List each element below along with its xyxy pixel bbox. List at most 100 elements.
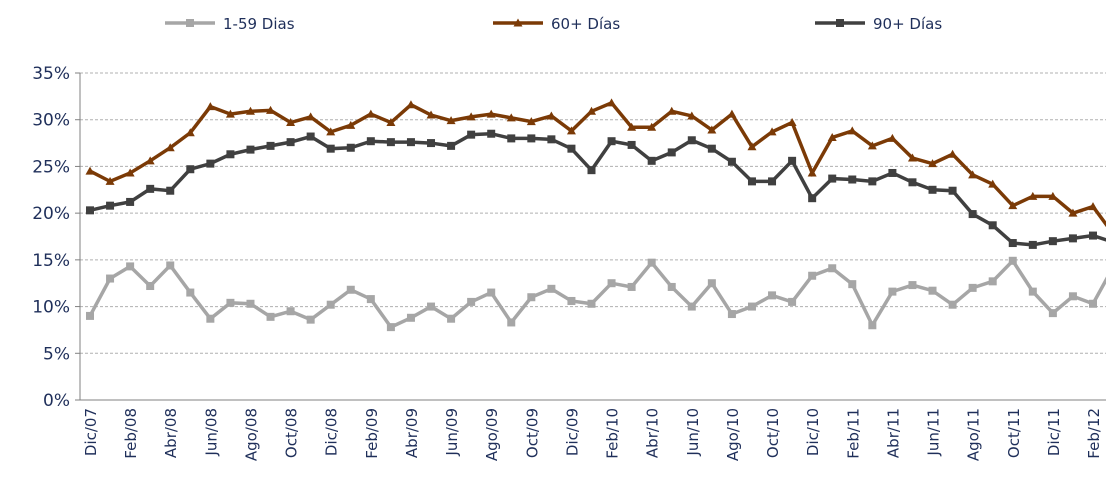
point <box>648 259 656 267</box>
point <box>768 291 776 299</box>
point <box>748 303 756 311</box>
point <box>728 310 736 318</box>
point <box>828 175 836 183</box>
point <box>1069 292 1077 300</box>
point <box>848 280 856 288</box>
point <box>206 160 214 168</box>
point <box>186 289 194 297</box>
point <box>106 275 114 283</box>
point <box>969 284 977 292</box>
point <box>487 130 495 138</box>
series <box>86 130 1106 249</box>
x-tick-label: Ago/10 <box>724 408 742 461</box>
y-tick-label: 10% <box>32 298 70 318</box>
y-tick-label: 20% <box>32 204 70 224</box>
point <box>327 301 335 309</box>
point <box>347 144 355 152</box>
y-tick-label: 0% <box>43 391 70 411</box>
point <box>868 321 876 329</box>
point <box>969 210 977 218</box>
point <box>206 315 214 323</box>
point <box>708 145 716 153</box>
point <box>467 298 475 306</box>
point <box>527 134 535 142</box>
point <box>367 137 375 145</box>
point <box>86 167 95 175</box>
point <box>527 293 535 301</box>
x-tick-label: Abr/09 <box>403 408 421 458</box>
point <box>307 133 315 141</box>
point <box>246 300 254 308</box>
point <box>668 148 676 156</box>
point <box>1009 239 1017 247</box>
x-tick-label: Abr/10 <box>644 408 662 458</box>
point <box>407 314 415 322</box>
point <box>567 297 575 305</box>
point <box>186 165 194 173</box>
point <box>588 300 596 308</box>
point <box>547 135 555 143</box>
x-tick-label: Jun/08 <box>202 408 220 457</box>
line <box>90 261 1106 327</box>
point <box>106 202 114 210</box>
line <box>90 103 1106 234</box>
point <box>166 261 174 269</box>
point <box>287 138 295 146</box>
point <box>347 286 355 294</box>
point <box>929 186 937 194</box>
x-tick-label: Dic/09 <box>563 408 581 456</box>
point <box>608 279 616 287</box>
point <box>407 138 415 146</box>
legend-marker <box>836 19 844 27</box>
point <box>126 198 134 206</box>
point <box>287 307 295 315</box>
point <box>86 206 94 214</box>
point <box>547 285 555 293</box>
x-tick-label: Ago/11 <box>965 408 983 461</box>
x-tick-label: Feb/09 <box>363 408 381 459</box>
point <box>1009 257 1017 265</box>
x-tick-label: Jun/09 <box>443 408 461 457</box>
point <box>628 141 636 149</box>
y-tick-label: 30% <box>32 111 70 131</box>
point <box>567 145 575 153</box>
point <box>1029 241 1037 249</box>
point <box>788 298 796 306</box>
point <box>1029 288 1037 296</box>
legend-label: 90+ Días <box>873 15 942 33</box>
point <box>1089 232 1097 240</box>
point <box>708 279 716 287</box>
point <box>948 150 957 158</box>
point <box>808 272 816 280</box>
point <box>387 323 395 331</box>
x-tick-label: Feb/08 <box>122 408 140 459</box>
point <box>888 288 896 296</box>
point <box>688 136 696 144</box>
point <box>507 318 515 326</box>
x-tick-label: Feb/12 <box>1085 408 1103 459</box>
x-tick-label: Oct/11 <box>1005 408 1023 458</box>
point <box>327 145 335 153</box>
point <box>949 301 957 309</box>
series <box>86 257 1106 331</box>
point <box>768 177 776 185</box>
point <box>748 177 756 185</box>
point <box>126 262 134 270</box>
point <box>728 158 736 166</box>
x-tick-label: Abr/08 <box>162 408 180 458</box>
point <box>668 283 676 291</box>
point <box>1089 300 1097 308</box>
point <box>267 313 275 321</box>
point <box>367 295 375 303</box>
point <box>1049 309 1057 317</box>
point <box>166 187 174 195</box>
point <box>808 194 816 202</box>
point <box>226 150 234 158</box>
point <box>608 137 616 145</box>
point <box>828 264 836 272</box>
point <box>307 316 315 324</box>
point <box>1049 237 1057 245</box>
point <box>727 110 736 118</box>
point <box>648 157 656 165</box>
